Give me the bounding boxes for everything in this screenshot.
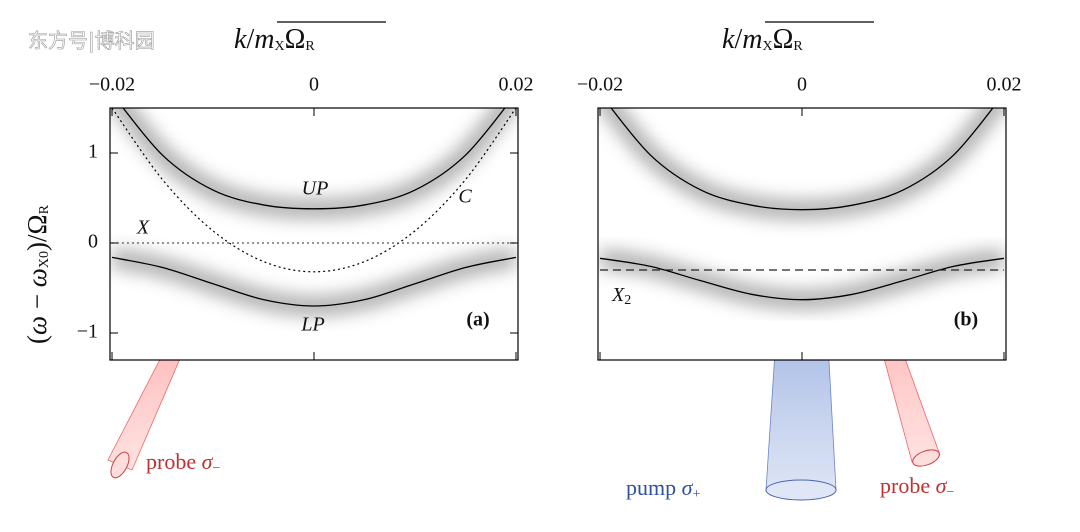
- label-part: pump: [626, 475, 682, 500]
- label-part: σ: [202, 449, 214, 474]
- label-part: X: [611, 284, 625, 306]
- label-part: /: [246, 24, 254, 55]
- y-tick-label: −1: [77, 321, 98, 343]
- annotation: (b): [954, 309, 978, 331]
- x-tick-label: 0.02: [986, 74, 1021, 96]
- label-part: +: [692, 487, 700, 502]
- y-axis-label: (ω − ωX0)/ΩR: [22, 204, 52, 344]
- curve: [111, 256, 517, 307]
- annotation: C: [458, 186, 472, 208]
- x2-label: X2: [611, 284, 631, 309]
- plot-area: [110, 108, 518, 360]
- label-part: R: [793, 39, 803, 54]
- label-part: X: [762, 39, 772, 54]
- label-part: σ: [936, 473, 948, 498]
- x-axis-label: k/mXΩR: [722, 24, 803, 55]
- label-part: k: [722, 24, 735, 55]
- label-part: ω: [22, 268, 52, 287]
- annotation: (a): [466, 309, 489, 331]
- plot-background: [110, 108, 518, 360]
- x-tick-label: −0.02: [577, 74, 623, 96]
- label-part: /: [734, 24, 742, 55]
- label-part: σ: [682, 475, 694, 500]
- label-part: m: [254, 24, 274, 55]
- label-part: 2: [624, 293, 631, 308]
- label-part: (: [22, 335, 52, 344]
- curve: [122, 108, 506, 210]
- pump-label: pump σ+: [626, 475, 700, 502]
- y-tick-label: 0: [88, 231, 98, 253]
- probe-label: probe σ−: [880, 473, 954, 500]
- y-tick-label: 1: [88, 141, 98, 163]
- label-part: −: [212, 461, 220, 476]
- label-part: R: [305, 39, 315, 54]
- x-tick-label: 0.02: [498, 74, 533, 96]
- x-tick-label: 0: [797, 74, 807, 96]
- label-part: probe: [880, 473, 936, 498]
- annotation: UP: [302, 178, 329, 200]
- label-part: X: [274, 39, 284, 54]
- annotation: LP: [300, 314, 324, 336]
- x-tick-label: 0: [309, 74, 319, 96]
- label-part: R: [37, 204, 52, 214]
- watermark: 东方号|博科园: [28, 29, 155, 53]
- annotation: X: [136, 217, 150, 239]
- curve: [111, 108, 517, 273]
- label-part: )/Ω: [22, 214, 52, 251]
- label-part: m: [742, 24, 762, 55]
- label-part: −: [946, 485, 954, 500]
- label-part: probe: [146, 449, 202, 474]
- plot-background: [598, 108, 1006, 360]
- label-part: X0: [37, 251, 52, 268]
- label-part: ω: [22, 316, 52, 335]
- plot-area: [598, 108, 1006, 360]
- label-part: Ω: [285, 24, 306, 55]
- label-part: k: [234, 24, 247, 55]
- probe-label: probe σ−: [146, 449, 220, 476]
- x-tick-label: −0.02: [89, 74, 135, 96]
- x-axis-label: k/mXΩR: [234, 24, 315, 55]
- curve: [610, 108, 994, 211]
- label-part: −: [22, 287, 52, 316]
- label-part: Ω: [773, 24, 794, 55]
